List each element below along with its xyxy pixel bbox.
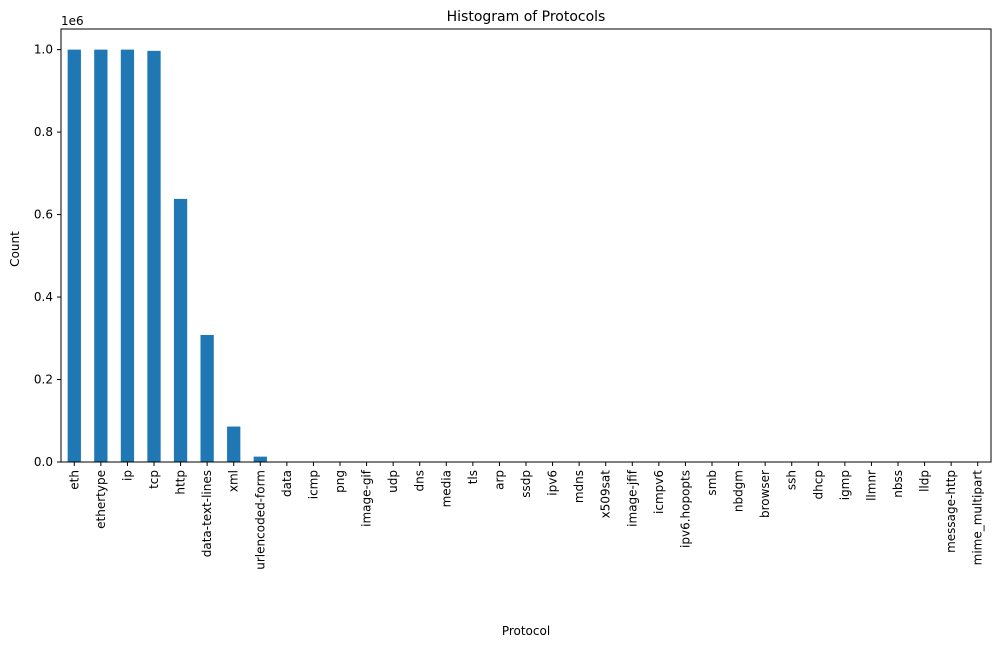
chart-title: Histogram of Protocols	[447, 9, 606, 25]
x-tick-label: x509sat	[599, 470, 613, 519]
y-axis-ticks: 0.0 0.2 0.4 0.6 0.8 1.0	[34, 43, 61, 469]
x-tick-label: urlencoded-form	[253, 470, 267, 570]
y-offset-label: 1e6	[61, 14, 84, 28]
y-tick-label: 1.0	[34, 43, 53, 57]
bar-eth	[67, 49, 81, 462]
x-tick-label: tls	[466, 470, 480, 484]
bar-data-text-lines	[200, 334, 214, 462]
x-tick-label: ip	[120, 470, 134, 481]
x-tick-label: icmp	[306, 470, 320, 499]
bar-http	[173, 198, 188, 463]
bar-tcp	[147, 50, 161, 462]
x-tick-label: mime_multipart	[971, 470, 985, 566]
x-tick-label: browser	[758, 470, 772, 518]
x-tick-label: ssdp	[519, 470, 533, 498]
x-tick-label: png	[333, 470, 347, 493]
x-axis-label: Protocol	[502, 624, 550, 638]
x-tick-label: nbdgm	[732, 470, 746, 512]
x-tick-label: data	[280, 470, 294, 497]
bar-ip	[120, 49, 135, 462]
x-tick-label: xml	[227, 470, 241, 492]
x-tick-label: dhcp	[811, 470, 825, 499]
x-tick-label: ipv6	[546, 470, 560, 496]
x-tick-label: tcp	[147, 470, 161, 489]
y-tick-label: 0.8	[34, 125, 53, 139]
x-tick-label: icmpv6	[652, 470, 666, 514]
x-tick-label: lldp	[918, 470, 932, 492]
x-tick-label: ethertype	[94, 470, 108, 529]
y-tick-label: 0.2	[34, 373, 53, 387]
bars	[67, 49, 985, 463]
plot-frame	[60, 28, 992, 463]
x-tick-label: llmnr	[864, 470, 878, 501]
x-tick-label: dns	[413, 470, 427, 491]
x-tick-label: eth	[67, 470, 81, 490]
x-tick-label: udp	[386, 470, 400, 493]
x-tick-label: message-http	[944, 470, 958, 553]
x-tick-label: media	[439, 470, 453, 507]
x-tick-label: data-text-lines	[200, 470, 214, 557]
bar-xml	[227, 426, 241, 462]
x-tick-label: image-gif	[360, 469, 374, 527]
x-tick-label: arp	[492, 470, 506, 490]
x-tick-label: mdns	[572, 470, 586, 503]
x-tick-label: ssh	[785, 470, 799, 490]
x-tick-label: smb	[705, 470, 719, 496]
x-tick-label: ipv6.hopopts	[678, 470, 692, 548]
x-axis-ticks: eth ethertype ip tcp http data-text-lines xml u…	[67, 462, 985, 570]
y-tick-label: 0.0	[34, 455, 53, 469]
y-axis-label: Count	[8, 231, 22, 267]
x-tick-label: igmp	[838, 470, 852, 500]
bar-ethertype	[94, 49, 108, 462]
y-tick-label: 0.6	[34, 208, 53, 222]
x-tick-label: http	[174, 470, 188, 495]
bar-urlencoded-form	[253, 456, 267, 462]
y-tick-label: 0.4	[34, 290, 53, 304]
x-tick-label: image-jfif	[625, 469, 639, 527]
x-tick-label: nbss	[891, 470, 905, 498]
